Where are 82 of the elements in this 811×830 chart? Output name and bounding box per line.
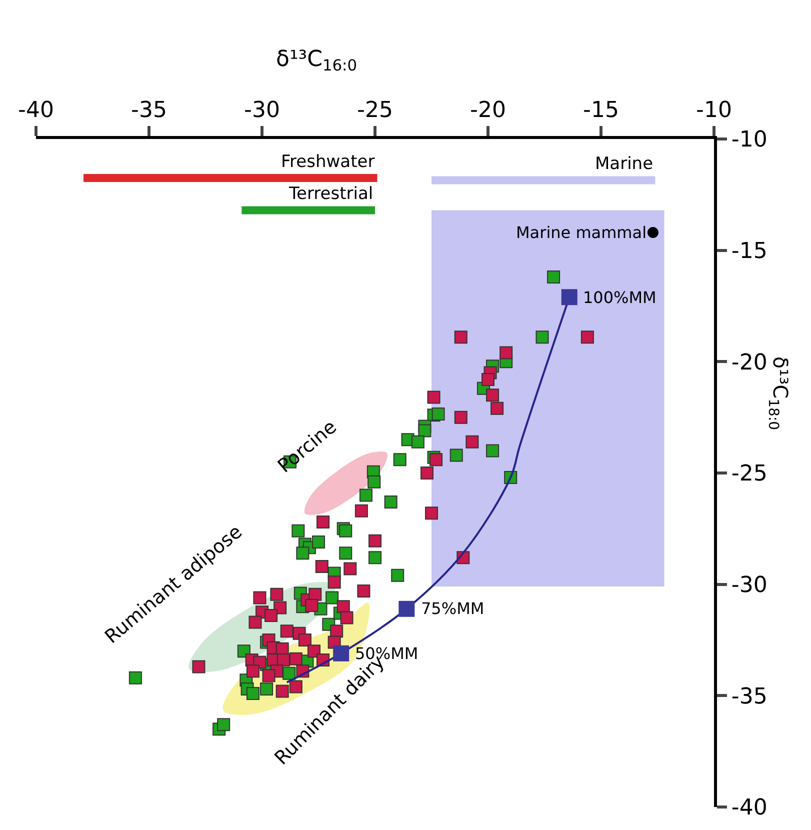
point <box>490 402 504 415</box>
y-tick-label: -30 <box>731 573 768 598</box>
point <box>486 444 500 458</box>
point <box>262 669 276 682</box>
point <box>339 546 352 560</box>
point <box>312 536 325 549</box>
point <box>427 390 440 404</box>
point <box>248 616 262 629</box>
point <box>246 664 260 678</box>
point <box>292 524 305 538</box>
point <box>454 330 468 344</box>
x-tick-label: -25 <box>357 98 393 124</box>
y-tick-label: -10 <box>731 128 768 153</box>
point <box>466 435 479 448</box>
point <box>316 515 330 528</box>
x-axis-title: δ¹³C$_{16:0}$ <box>276 47 358 75</box>
point <box>253 591 266 604</box>
point <box>368 551 382 564</box>
x-tick-label: -10 <box>696 98 732 124</box>
point <box>432 407 445 420</box>
series-label: Terrestrial <box>288 184 374 204</box>
x-tick-label: -40 <box>18 98 54 124</box>
point <box>339 524 352 538</box>
point <box>307 644 320 658</box>
point <box>282 666 296 680</box>
point <box>500 346 513 360</box>
point <box>326 591 339 604</box>
point <box>359 488 372 502</box>
point <box>580 330 594 344</box>
point <box>354 504 368 518</box>
y-tick-label: -35 <box>731 684 768 710</box>
point <box>430 453 443 466</box>
annotation: 100%MM <box>583 288 656 307</box>
point <box>547 270 560 284</box>
point <box>561 289 578 306</box>
point <box>486 388 500 402</box>
point <box>305 598 318 612</box>
annotation: 75%MM <box>421 599 484 618</box>
point <box>296 546 310 560</box>
y-tick-label: -15 <box>731 239 768 264</box>
point <box>384 495 398 508</box>
point <box>289 680 302 694</box>
point <box>420 466 434 480</box>
x-tick-label: -35 <box>131 98 167 124</box>
point <box>289 652 302 666</box>
x-tick-label: -30 <box>244 98 280 124</box>
point <box>315 560 328 574</box>
point <box>647 227 658 238</box>
x-tick-label: -15 <box>583 98 619 124</box>
point <box>425 506 438 520</box>
point <box>128 671 142 684</box>
point <box>536 330 549 344</box>
y-tick-label: -20 <box>731 350 768 376</box>
point <box>276 654 290 667</box>
point <box>217 718 230 732</box>
point <box>344 562 357 576</box>
point <box>264 609 278 622</box>
point <box>270 588 284 601</box>
point <box>357 584 370 598</box>
series-label: Marine <box>595 154 654 174</box>
point <box>280 624 294 638</box>
point <box>298 634 312 646</box>
point <box>482 372 494 386</box>
point <box>340 611 354 624</box>
y-tick-label: -40 <box>731 796 768 821</box>
series-label: Freshwater <box>281 152 375 172</box>
point <box>391 568 404 582</box>
point <box>246 686 260 700</box>
point <box>260 682 274 696</box>
point <box>411 435 424 448</box>
point <box>368 534 382 548</box>
point <box>454 410 468 424</box>
point <box>192 660 206 674</box>
point <box>368 475 381 488</box>
point <box>418 424 432 438</box>
series-label: Marine mammal <box>516 223 647 242</box>
point <box>450 448 463 462</box>
point <box>328 576 341 589</box>
x-tick-label: -20 <box>470 98 506 124</box>
point <box>393 453 406 466</box>
y-tick-label: -25 <box>731 462 768 487</box>
point <box>398 600 415 617</box>
